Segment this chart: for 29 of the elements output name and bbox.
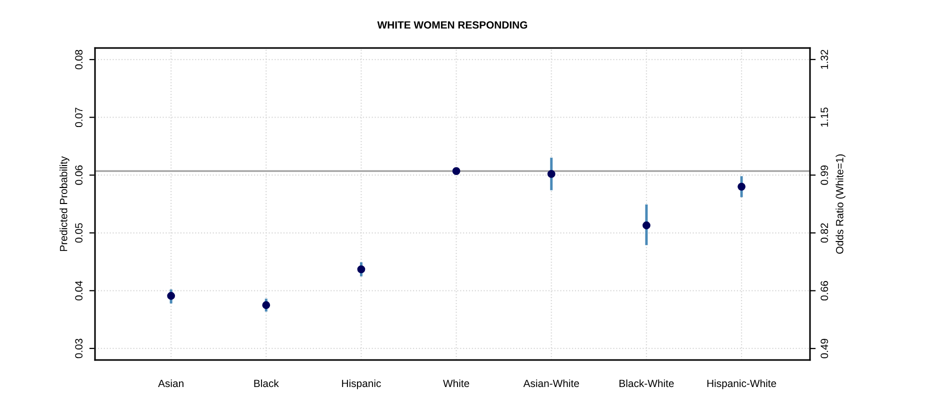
- y2-tick-label: 0.82: [820, 223, 828, 243]
- chart-title: WHITE WOMEN RESPONDING: [377, 21, 528, 29]
- point: [262, 301, 270, 310]
- y-tick-label: 0.03: [75, 338, 83, 358]
- point: [452, 167, 460, 176]
- y-axis-title: Predicted Probability: [60, 156, 70, 251]
- y2-axis-title: Odds Ratio (White=1): [836, 154, 846, 254]
- y2-tick-label: 0.66: [820, 281, 828, 300]
- x-tick-label: Hispanic-White: [707, 379, 776, 390]
- x-tick-label: Asian-White: [523, 379, 579, 388]
- x-tick-label: Asian: [158, 379, 184, 388]
- point: [642, 221, 650, 230]
- y2-tick-label: 0.99: [820, 165, 828, 185]
- y2-tick-label: 0.49: [820, 338, 828, 358]
- point: [167, 292, 176, 300]
- x-tick-label: Hispanic: [342, 379, 381, 390]
- y2-tick-label: 1.32: [820, 50, 828, 69]
- y-tick-label: 0.04: [75, 280, 83, 300]
- x-tick-label: White: [443, 379, 470, 388]
- y-tick-label: 0.05: [75, 223, 83, 243]
- x-tick-label: Black: [254, 379, 279, 388]
- point: [738, 182, 746, 191]
- point: [357, 265, 366, 274]
- y2-tick-label: 1.15: [820, 108, 828, 127]
- y-tick-label: 0.08: [75, 50, 83, 70]
- y-tick-label: 0.07: [75, 108, 83, 128]
- y-tick-label: 0.06: [75, 165, 83, 185]
- point: [547, 170, 556, 178]
- x-tick-label: Black-White: [620, 379, 674, 388]
